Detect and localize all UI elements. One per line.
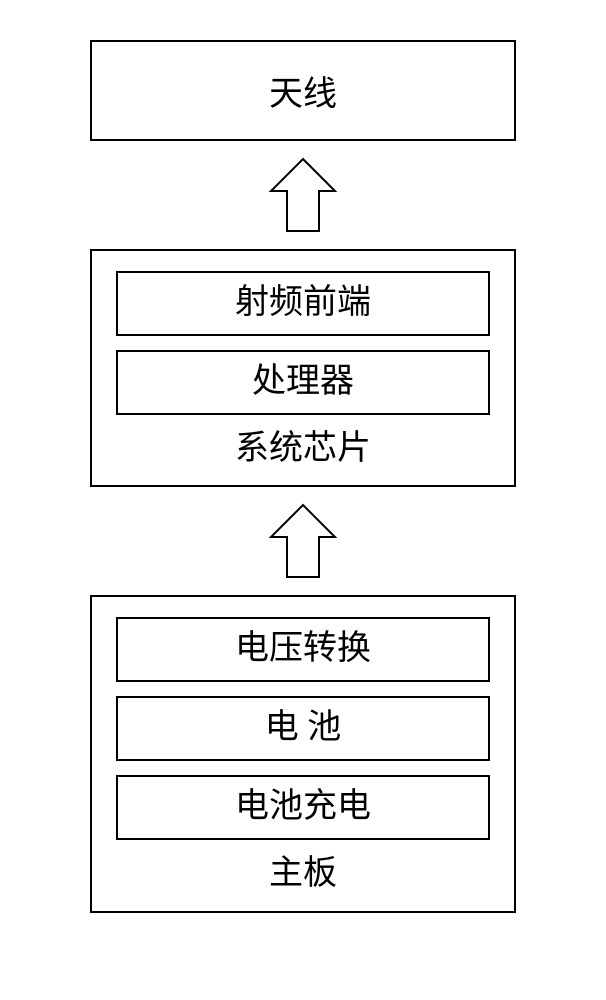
battery-label: 电 池: [265, 709, 342, 746]
rf-frontend-label: 射频前端: [235, 284, 371, 321]
arrow-up-icon: [269, 157, 337, 233]
processor-box: 处理器: [116, 350, 490, 415]
voltage-conv-box: 电压转换: [116, 617, 490, 682]
soc-box: 射频前端 处理器 系统芯片: [90, 249, 516, 487]
battery-charge-label: 电池充电: [235, 788, 371, 825]
processor-label: 处理器: [252, 363, 354, 400]
antenna-label: 天线: [269, 76, 337, 113]
voltage-conv-label: 电压转换: [235, 630, 371, 667]
mainboard-box: 电压转换 电 池 电池充电 主板: [90, 595, 516, 912]
antenna-box: 天线: [90, 40, 516, 141]
diagram-root: 天线 射频前端 处理器 系统芯片 电压转换 电 池 电池充电 主板: [0, 0, 606, 1000]
rf-frontend-box: 射频前端: [116, 271, 490, 336]
battery-box: 电 池: [116, 696, 490, 761]
arrow-soc-to-antenna: [90, 155, 516, 235]
arrow-up-icon: [269, 503, 337, 579]
mainboard-label: 主板: [269, 854, 337, 895]
soc-label: 系统芯片: [235, 429, 371, 470]
battery-charge-box: 电池充电: [116, 775, 490, 840]
arrow-mainboard-to-soc: [90, 501, 516, 581]
